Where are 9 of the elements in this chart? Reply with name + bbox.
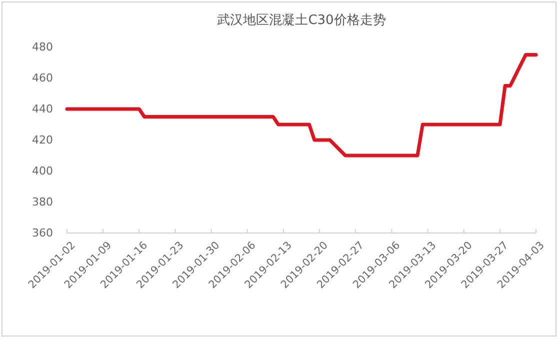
y-tick-label: 360 (32, 226, 53, 240)
line-series (65, 53, 538, 158)
y-tick-label: 400 (32, 164, 53, 178)
y-tick-label: 480 (32, 40, 53, 54)
y-tick-label: 380 (32, 196, 53, 209)
y-tick-label: 420 (32, 134, 53, 147)
y-tick-label: 440 (32, 102, 53, 116)
chart-title: 武汉地区混凝土C30价格走势 (217, 13, 386, 28)
y-tick-label: 460 (32, 72, 53, 85)
